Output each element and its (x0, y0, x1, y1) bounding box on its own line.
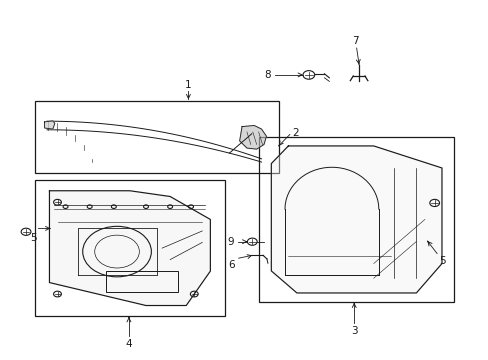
Text: 6: 6 (228, 260, 234, 270)
Bar (35, 101, 278, 173)
Text: 3: 3 (350, 326, 357, 336)
Text: 5: 5 (439, 256, 445, 266)
Polygon shape (271, 146, 441, 293)
Text: 8: 8 (264, 70, 270, 80)
Polygon shape (49, 191, 210, 306)
Polygon shape (239, 126, 266, 149)
Text: 4: 4 (125, 338, 132, 348)
Bar (105, 271, 178, 292)
Bar (35, 180, 224, 316)
Polygon shape (44, 121, 55, 129)
Bar (259, 137, 453, 302)
Text: 9: 9 (227, 237, 234, 247)
Text: 7: 7 (352, 36, 358, 46)
Text: 1: 1 (185, 80, 191, 90)
Text: 5: 5 (30, 233, 37, 243)
Text: 2: 2 (292, 129, 298, 138)
